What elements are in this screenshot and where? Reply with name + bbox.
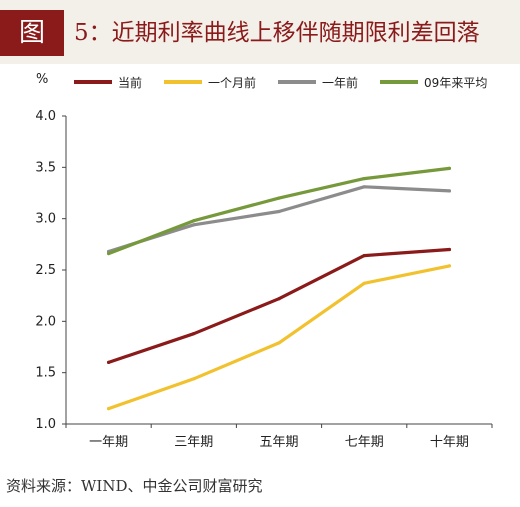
data-point-2-3 <box>362 185 366 189</box>
data-point-1-2 <box>277 341 281 345</box>
y-tick-label: 2.5 <box>35 263 56 278</box>
legend-swatch-year-ago <box>278 80 317 84</box>
x-tick-label: 十年期 <box>430 435 469 450</box>
series-line-0 <box>106 247 451 364</box>
title-bar: 图 5：近期利率曲线上移伴随期限利差回落 <box>0 0 520 64</box>
data-point-2-2 <box>277 209 281 214</box>
data-point-3-2 <box>277 196 281 200</box>
data-point-3-3 <box>362 177 366 181</box>
data-point-0-1 <box>192 332 196 336</box>
legend-label-avg-since-09: 09年来平均 <box>424 75 488 90</box>
y-tick-label: 4.0 <box>35 109 56 124</box>
y-unit-label: % <box>36 72 49 87</box>
legend-swatch-current <box>74 80 112 84</box>
data-point-3-1 <box>192 219 196 223</box>
legend-item-year-ago: 一年前 <box>278 74 358 91</box>
legend-label-year-ago: 一年前 <box>322 75 359 90</box>
data-point-1-1 <box>192 377 196 381</box>
legend-item-month-ago: 一个月前 <box>164 74 256 91</box>
data-point-2-1 <box>192 223 196 227</box>
legend-item-current: 当前 <box>74 74 142 91</box>
y-tick-label: 2.0 <box>35 314 56 329</box>
chart-title: 5：近期利率曲线上移伴随期限利差回落 <box>74 20 480 46</box>
data-point-1-3 <box>362 281 366 285</box>
source-note: 资料来源：WIND、中金公司财富研究 <box>6 477 263 495</box>
data-point-2-4 <box>447 189 451 193</box>
y-tick-label: 3.0 <box>35 212 56 227</box>
legend: 当前 一个月前 一年前 09年来平均 <box>74 72 509 92</box>
data-point-3-0 <box>107 251 111 256</box>
legend-swatch-month-ago <box>164 80 203 84</box>
y-tick-label: 3.5 <box>35 160 56 175</box>
legend-label-current: 当前 <box>118 75 143 90</box>
data-point-0-4 <box>447 247 451 252</box>
x-tick-label: 一年期 <box>89 435 128 450</box>
legend-swatch-avg-since-09 <box>380 80 419 84</box>
x-tick-label: 七年期 <box>345 435 384 450</box>
data-point-0-3 <box>362 254 366 258</box>
legend-item-avg-since-09: 09年来平均 <box>380 74 487 91</box>
data-point-1-4 <box>447 264 451 268</box>
y-tick-label: 1.0 <box>35 417 56 432</box>
data-point-3-4 <box>447 166 451 170</box>
data-point-1-0 <box>107 407 111 411</box>
x-tick-label: 三年期 <box>174 435 213 450</box>
figure-tag: 图 <box>0 10 64 56</box>
data-point-0-0 <box>107 360 111 364</box>
y-tick-label: 1.5 <box>35 366 56 381</box>
data-point-0-2 <box>277 297 281 301</box>
legend-label-month-ago: 一个月前 <box>208 75 257 90</box>
series-line-1 <box>106 264 451 411</box>
x-tick-label: 五年期 <box>259 435 298 450</box>
